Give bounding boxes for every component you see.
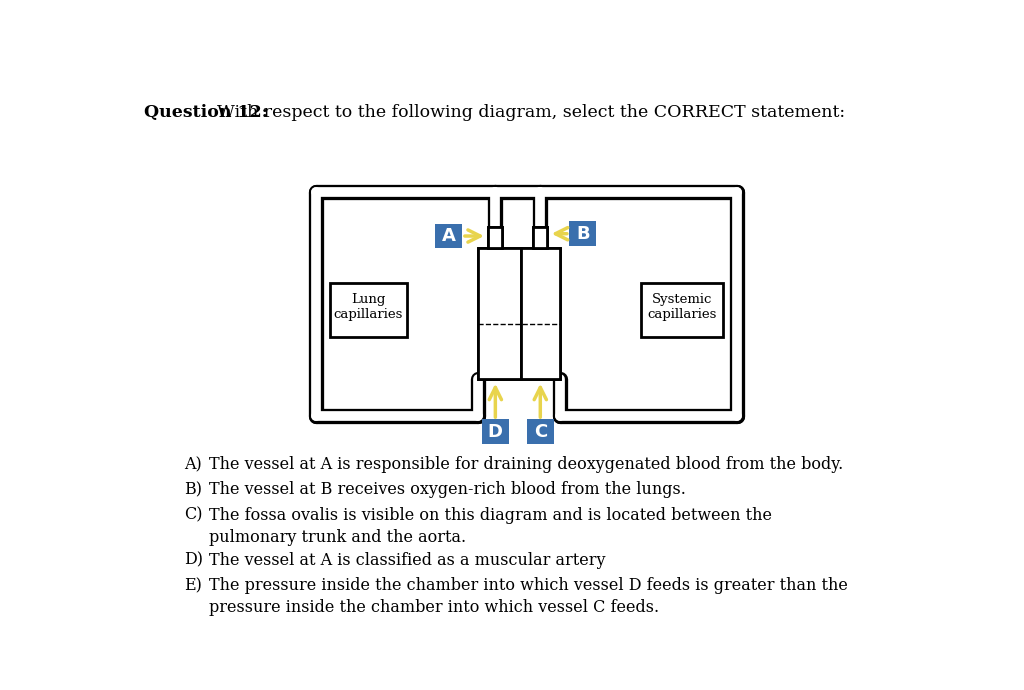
Text: Question 12:: Question 12:: [143, 104, 267, 121]
FancyBboxPatch shape: [534, 227, 547, 248]
FancyBboxPatch shape: [488, 227, 503, 248]
FancyBboxPatch shape: [641, 283, 723, 337]
FancyBboxPatch shape: [526, 420, 554, 444]
Text: A: A: [442, 227, 456, 245]
FancyBboxPatch shape: [435, 224, 463, 248]
Text: A): A): [183, 456, 202, 473]
Text: Systemic
capillaries: Systemic capillaries: [647, 293, 717, 321]
Text: C): C): [183, 506, 203, 524]
FancyBboxPatch shape: [330, 283, 407, 337]
FancyBboxPatch shape: [534, 227, 547, 248]
FancyBboxPatch shape: [521, 248, 560, 380]
Text: B: B: [577, 225, 590, 243]
FancyBboxPatch shape: [521, 248, 560, 380]
FancyBboxPatch shape: [569, 221, 597, 246]
Text: The vessel at B receives oxygen-rich blood from the lungs.: The vessel at B receives oxygen-rich blo…: [209, 482, 686, 498]
Text: The pressure inside the chamber into which vessel D feeds is greater than the: The pressure inside the chamber into whi…: [209, 577, 848, 594]
Text: pressure inside the chamber into which vessel C feeds.: pressure inside the chamber into which v…: [209, 599, 659, 616]
Text: E): E): [183, 577, 202, 594]
Text: D: D: [487, 422, 503, 441]
Text: C: C: [534, 422, 547, 441]
Text: B): B): [183, 482, 202, 498]
FancyBboxPatch shape: [481, 420, 509, 444]
FancyBboxPatch shape: [478, 248, 521, 380]
Text: The fossa ovalis is visible on this diagram and is located between the: The fossa ovalis is visible on this diag…: [209, 506, 772, 524]
Text: The vessel at A is responsible for draining deoxygenated blood from the body.: The vessel at A is responsible for drain…: [209, 456, 844, 473]
Text: With respect to the following diagram, select the CORRECT statement:: With respect to the following diagram, s…: [217, 104, 845, 121]
Text: The vessel at A is classified as a muscular artery: The vessel at A is classified as a muscu…: [209, 552, 606, 569]
FancyBboxPatch shape: [478, 248, 521, 380]
FancyBboxPatch shape: [488, 227, 503, 248]
Text: pulmonary trunk and the aorta.: pulmonary trunk and the aorta.: [209, 529, 467, 546]
Text: D): D): [183, 552, 203, 569]
Text: Lung
capillaries: Lung capillaries: [334, 293, 402, 321]
